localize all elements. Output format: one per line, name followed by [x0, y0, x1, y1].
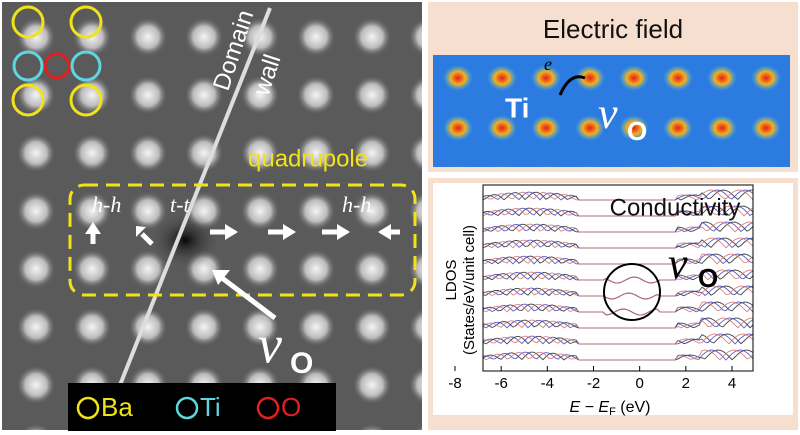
legend-markers: [76, 396, 280, 420]
ldos-curve: [482, 221, 754, 233]
hh-label: h-h: [92, 192, 121, 217]
gap-circle: [603, 263, 661, 321]
vacancy-subscript: O: [627, 116, 647, 146]
panel-title: Electric field: [543, 14, 683, 44]
ldos-curve: [482, 205, 754, 217]
vacancy-spot: [150, 212, 220, 268]
x-tick-label: -6: [494, 375, 507, 392]
x-tick-label: -8: [448, 375, 461, 392]
domain-wall: [118, 7, 272, 386]
field-hotspots: [433, 55, 790, 167]
ldos-curve: [482, 269, 754, 284]
ldos-curve: [482, 301, 754, 316]
vacancy-subscript: O: [290, 347, 313, 380]
ldos-curve: [482, 317, 754, 329]
plot-frame: [482, 184, 754, 372]
x-tick-label: 4: [728, 375, 736, 392]
legend-label: Ti: [200, 392, 221, 422]
x-axis-label-unit: (eV): [616, 399, 651, 416]
x-axis-label-main: E − E: [570, 399, 610, 416]
x-tick-label: 2: [682, 375, 690, 392]
ldos-curve: [482, 285, 754, 300]
x-axis-label-sub: F: [609, 406, 616, 418]
ldos-curve: [482, 189, 754, 201]
legend: [68, 383, 336, 431]
panel-title: Conductivity: [610, 194, 741, 221]
hop-arrow: [558, 75, 586, 96]
x-tick-label: -2: [587, 375, 600, 392]
vacancy-label: v: [668, 239, 688, 288]
lattice: [2, 2, 422, 430]
ti-label: Ti: [505, 92, 529, 123]
x-axis-label: E − EF (eV): [570, 399, 651, 418]
vacancy-label: v: [258, 314, 282, 374]
tt-label: t-t: [170, 192, 190, 217]
polarization-arrows: [85, 222, 400, 320]
ldos-curve: [482, 253, 754, 265]
x-tick-label: -4: [541, 375, 554, 392]
ldos-curve: [482, 237, 754, 249]
ldos-curve: [482, 349, 754, 361]
quadrupole-label: quadrupole: [248, 145, 368, 172]
vacancy-label: v: [598, 89, 618, 138]
x-tick-label: 0: [635, 375, 643, 392]
ldos-curves: [482, 189, 754, 361]
electron-label: e: [544, 54, 552, 74]
y-axis-label: LDOS: [443, 260, 460, 301]
legend-label: O: [281, 392, 301, 422]
legend-label: Ba: [101, 392, 133, 422]
hh-label: h-h: [342, 192, 371, 217]
ldos-curve: [483, 333, 754, 345]
y-axis-label: (States/eV/unit cell): [461, 225, 478, 355]
unit-cell: [11, 5, 103, 117]
vacancy-subscript: O: [698, 263, 718, 293]
